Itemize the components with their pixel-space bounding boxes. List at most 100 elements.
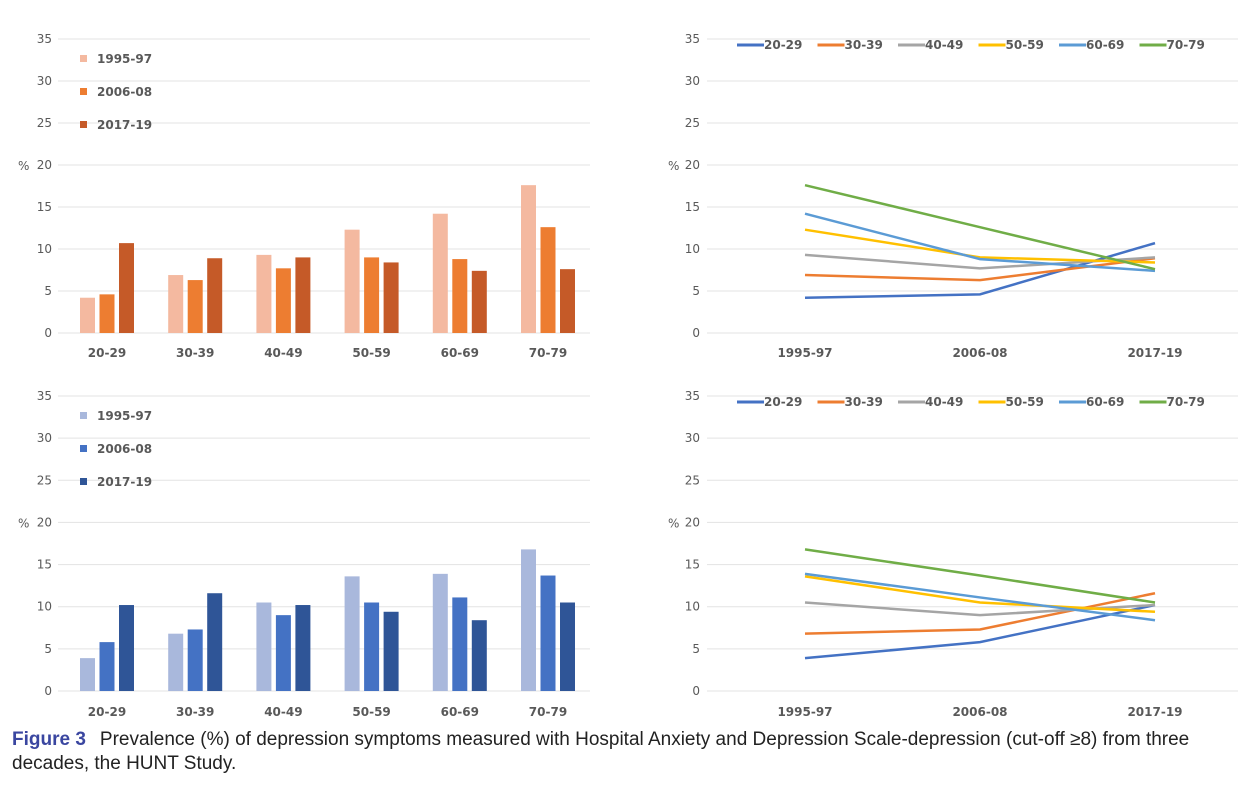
y-tick-label: 15 xyxy=(685,200,700,214)
bar-60-69-1995-97 xyxy=(432,573,448,691)
line-20-29 xyxy=(804,241,1156,299)
x-tick-label: 2006-08 xyxy=(952,346,1007,360)
y-tick-label: 5 xyxy=(44,284,52,298)
y-tick-label: 15 xyxy=(685,558,700,572)
bar-50-59-2017-19 xyxy=(383,611,399,691)
y-tick-label: 10 xyxy=(685,242,700,256)
x-tick-label: 70-79 xyxy=(529,346,567,360)
y-axis-label: % xyxy=(668,159,679,173)
legend-swatch xyxy=(80,88,87,95)
bar-60-69-2017-19 xyxy=(471,620,487,691)
legend-label: 2017-19 xyxy=(97,118,152,132)
line-60-69 xyxy=(804,572,1156,622)
legend-label: 40-49 xyxy=(925,395,963,409)
chart-3-bar: 0 5 10 15 20 25 30 35% 20-29 30-39 40-49 50-59 60-69… xyxy=(18,389,590,719)
bar-40-49-2017-19 xyxy=(295,605,311,691)
bar-30-39-1995-97 xyxy=(168,275,184,333)
legend-swatch xyxy=(80,121,87,128)
legend-swatch xyxy=(80,445,87,452)
bar-70-79-1995-97 xyxy=(521,185,536,333)
bar-60-69-2017-19 xyxy=(471,270,487,333)
y-tick-label: 20 xyxy=(685,158,700,172)
line-70-79 xyxy=(804,548,1156,604)
bar-40-49-1995-97 xyxy=(256,254,272,333)
caption-text: Prevalence (%) of depression symptoms me… xyxy=(12,729,1190,774)
x-tick-label: 20-29 xyxy=(88,705,126,719)
y-tick-label: 30 xyxy=(37,74,52,88)
x-tick-label: 50-59 xyxy=(352,705,390,719)
bar-30-39-2006-08 xyxy=(187,629,203,691)
x-tick-label: 2017-19 xyxy=(1127,705,1182,719)
bar-60-69-1995-97 xyxy=(432,213,448,333)
line-20-29 xyxy=(804,603,1156,660)
chart-2-line: 0 5 10 15 20 25 30 35% 1995-97 2006-08 2017-19 20-2… xyxy=(668,32,1238,360)
bar-70-79-2006-08 xyxy=(540,227,556,333)
caption-label: Figure 3 xyxy=(12,729,86,750)
legend-swatch xyxy=(80,478,87,485)
y-tick-label: 5 xyxy=(692,642,700,656)
legend-label: 50-59 xyxy=(1006,38,1044,52)
bar-70-79-2017-19 xyxy=(560,269,575,333)
y-tick-label: 25 xyxy=(685,473,700,487)
y-tick-label: 0 xyxy=(692,326,700,340)
x-tick-label: 2017-19 xyxy=(1127,346,1182,360)
bar-20-29-1995-97 xyxy=(80,658,95,691)
legend-label: 1995-97 xyxy=(97,52,152,66)
y-tick-label: 5 xyxy=(692,284,700,298)
x-tick-label: 60-69 xyxy=(441,346,479,360)
x-tick-label: 40-49 xyxy=(264,346,302,360)
bar-60-69-2006-08 xyxy=(452,259,468,333)
legend-label: 60-69 xyxy=(1086,395,1124,409)
y-tick-label: 30 xyxy=(685,74,700,88)
y-axis-label: % xyxy=(668,516,679,530)
bar-50-59-1995-97 xyxy=(344,576,360,691)
bar-50-59-2017-19 xyxy=(383,262,399,333)
chart-1-bar: 0 5 10 15 20 25 30 35% 20-29 30-39 40-49 50-59 60-69… xyxy=(18,32,590,360)
line-70-79 xyxy=(804,183,1156,271)
x-tick-label: 30-39 xyxy=(176,346,214,360)
bar-20-29-2006-08 xyxy=(99,294,115,333)
x-tick-label: 70-79 xyxy=(529,705,567,719)
x-tick-label: 1995-97 xyxy=(777,705,832,719)
line-60-69 xyxy=(804,212,1156,273)
legend-label: 2006-08 xyxy=(97,442,152,456)
legend-label: 70-79 xyxy=(1167,395,1205,409)
bar-50-59-2006-08 xyxy=(364,257,380,333)
legend-label: 30-39 xyxy=(845,38,883,52)
figure-caption: Figure 3 Prevalence (%) of depression sym… xyxy=(12,728,1232,776)
y-tick-label: 25 xyxy=(37,116,52,130)
line-50-59 xyxy=(804,575,1156,614)
bar-20-29-2017-19 xyxy=(119,605,134,691)
legend-label: 50-59 xyxy=(1006,395,1044,409)
bar-20-29-1995-97 xyxy=(80,297,95,333)
bar-20-29-2006-08 xyxy=(99,642,115,691)
x-tick-label: 20-29 xyxy=(88,346,126,360)
bar-30-39-2017-19 xyxy=(207,593,223,691)
bar-30-39-2017-19 xyxy=(207,258,223,333)
bar-30-39-1995-97 xyxy=(168,633,184,691)
y-tick-label: 0 xyxy=(44,326,52,340)
bar-50-59-1995-97 xyxy=(344,229,360,333)
y-axis-label: % xyxy=(18,516,29,530)
x-tick-label: 30-39 xyxy=(176,705,214,719)
x-tick-label: 60-69 xyxy=(441,705,479,719)
bar-50-59-2006-08 xyxy=(364,602,380,691)
y-tick-label: 0 xyxy=(692,684,700,698)
line-50-59 xyxy=(804,228,1156,264)
bar-40-49-2006-08 xyxy=(275,268,291,333)
chart-4-line: 0 5 10 15 20 25 30 35% 1995-97 2006-08 2017-19 20-2… xyxy=(668,389,1238,719)
legend-swatch xyxy=(80,412,87,419)
y-tick-label: 20 xyxy=(37,515,52,529)
legend-swatch xyxy=(80,55,87,62)
legend-label: 60-69 xyxy=(1086,38,1124,52)
x-tick-label: 40-49 xyxy=(264,705,302,719)
bar-40-49-2017-19 xyxy=(295,257,311,333)
y-tick-label: 5 xyxy=(44,642,52,656)
y-tick-label: 35 xyxy=(685,32,700,46)
legend-label: 70-79 xyxy=(1167,38,1205,52)
bar-20-29-2017-19 xyxy=(119,243,134,333)
legend-label: 2017-19 xyxy=(97,475,152,489)
line-30-39 xyxy=(804,256,1156,282)
legend-label: 2006-08 xyxy=(97,85,152,99)
bar-60-69-2006-08 xyxy=(452,597,468,691)
